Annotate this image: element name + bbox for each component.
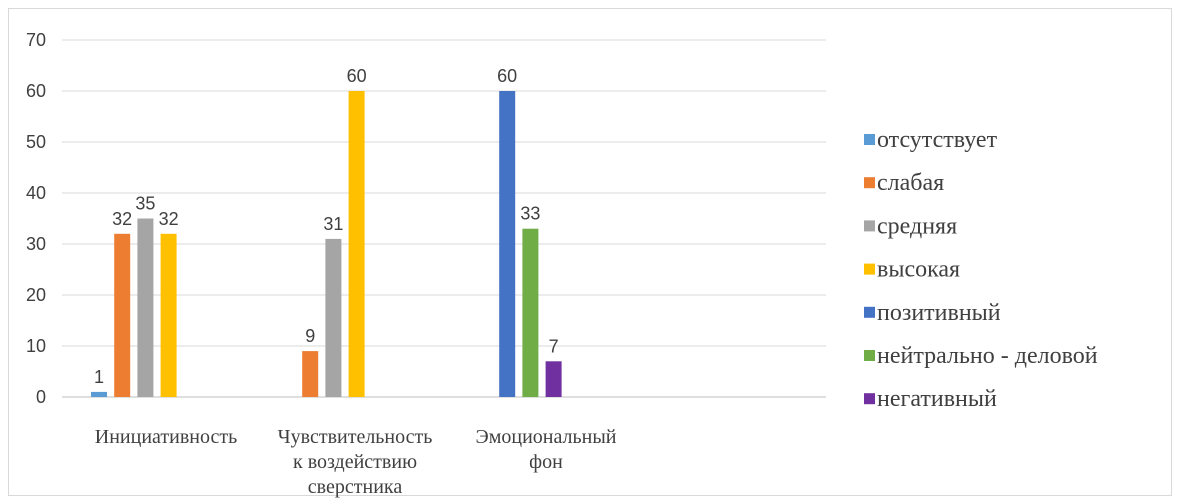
data-label: 1 — [94, 367, 104, 387]
legend-label: средняя — [877, 213, 957, 239]
y-tick-label: 60 — [26, 81, 46, 101]
x-category-label: Эмоциональный — [476, 426, 617, 448]
legend-swatch — [864, 177, 875, 189]
y-tick-label: 30 — [26, 234, 46, 254]
bar — [91, 391, 107, 397]
legend-label: негативный — [877, 386, 997, 412]
bar — [114, 233, 131, 397]
legend-label: высокая — [877, 257, 960, 283]
x-category-label: Чувствительность — [278, 426, 433, 448]
y-tick-label: 20 — [26, 285, 46, 305]
bar — [522, 228, 539, 397]
legend-swatch — [864, 306, 875, 318]
data-label: 60 — [497, 66, 517, 86]
x-category-label: фон — [529, 451, 563, 473]
legend-label: слабая — [877, 170, 944, 196]
legend-swatch — [864, 263, 875, 275]
data-label: 33 — [520, 204, 540, 224]
bar — [160, 233, 177, 397]
y-tick-label: 10 — [26, 336, 46, 356]
y-tick-label: 40 — [26, 183, 46, 203]
bar — [302, 351, 319, 397]
data-label: 60 — [347, 66, 367, 86]
gridlines — [62, 39, 826, 398]
legend-swatch — [864, 220, 875, 232]
bar — [545, 361, 562, 397]
y-tick-label: 0 — [36, 387, 46, 407]
y-tick-label: 50 — [26, 132, 46, 152]
data-label: 32 — [112, 209, 132, 229]
legend-swatch — [864, 393, 875, 405]
legend-label: позитивный — [877, 300, 1001, 326]
bar — [137, 218, 154, 397]
chart-area — [8, 8, 1172, 496]
legend-swatch — [864, 134, 875, 145]
y-axis-ticks: 0 10 20 30 40 50 60 70 — [26, 30, 46, 407]
bars — [91, 91, 562, 397]
x-category-label: сверстника — [308, 476, 403, 498]
x-category-label: Инициативность — [95, 426, 237, 448]
x-category-label: к воздействию — [293, 451, 417, 473]
bar — [325, 238, 342, 397]
data-label: 9 — [305, 326, 315, 346]
data-label: 31 — [323, 214, 343, 234]
legend-swatch — [864, 350, 875, 361]
data-label: 35 — [135, 194, 155, 214]
bar — [499, 91, 516, 397]
data-label: 7 — [549, 336, 559, 356]
bar — [348, 91, 365, 397]
legend-label: отсутствует — [877, 127, 998, 153]
legend: отсутствует слабая средняя высокая позитивны… — [864, 127, 1098, 412]
legend-label: нейтрально - деловой — [877, 343, 1098, 369]
x-axis-categories: Инициативность Чувствительность к воздейст… — [95, 426, 617, 498]
y-tick-label: 70 — [26, 30, 46, 50]
data-labels: 1 32 9 35 31 32 60 60 33 7 — [94, 66, 559, 387]
data-label: 32 — [159, 209, 179, 229]
